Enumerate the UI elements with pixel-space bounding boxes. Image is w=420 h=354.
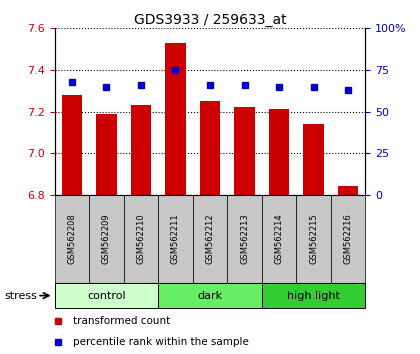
Bar [158, 283, 262, 308]
Text: GSM562215: GSM562215 [309, 213, 318, 264]
Text: high light: high light [287, 291, 340, 301]
Text: control: control [87, 291, 126, 301]
Bar [303, 124, 324, 195]
Text: dark: dark [197, 291, 223, 301]
Title: GDS3933 / 259633_at: GDS3933 / 259633_at [134, 13, 286, 27]
Bar [262, 195, 297, 283]
Bar [269, 109, 289, 195]
Text: stress: stress [4, 291, 37, 301]
Bar [55, 283, 158, 308]
Bar [158, 195, 193, 283]
Text: transformed count: transformed count [73, 316, 171, 326]
Text: GSM562214: GSM562214 [275, 213, 284, 264]
Bar [61, 95, 82, 195]
Bar [96, 114, 117, 195]
Bar [331, 195, 365, 283]
Text: GSM562216: GSM562216 [344, 213, 353, 264]
Text: GSM562212: GSM562212 [205, 213, 215, 264]
Bar [193, 195, 227, 283]
Bar [338, 187, 359, 195]
Bar [89, 195, 123, 283]
Bar [55, 195, 89, 283]
Bar [200, 101, 221, 195]
Bar [262, 283, 365, 308]
Bar [123, 195, 158, 283]
Text: GSM562211: GSM562211 [171, 213, 180, 264]
Bar [297, 195, 331, 283]
Text: GSM562208: GSM562208 [67, 213, 76, 264]
Text: GSM562213: GSM562213 [240, 213, 249, 264]
Bar [131, 105, 151, 195]
Text: GSM562210: GSM562210 [136, 213, 145, 264]
Bar [234, 107, 255, 195]
Bar [227, 195, 262, 283]
Text: percentile rank within the sample: percentile rank within the sample [73, 337, 249, 348]
Bar [165, 43, 186, 195]
Text: GSM562209: GSM562209 [102, 213, 111, 264]
